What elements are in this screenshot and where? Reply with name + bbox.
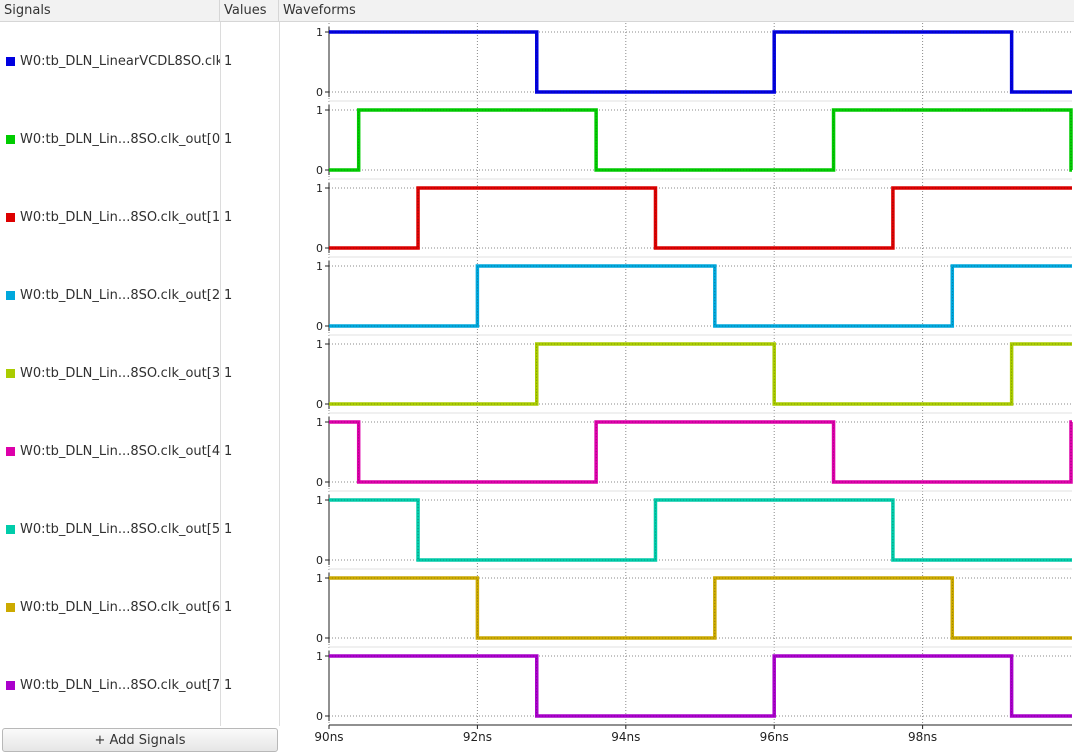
column-divider[interactable] xyxy=(279,22,280,726)
signal-color-swatch xyxy=(6,603,15,612)
waveform-trace-center xyxy=(329,109,1072,171)
y-tick-label-high: 1 xyxy=(316,494,323,507)
waveform-trace xyxy=(329,498,1072,562)
y-tick-label-high: 1 xyxy=(316,572,323,585)
signal-row[interactable]: W0:tb_DLN_Lin...8SO.clk_out[5 xyxy=(0,520,220,540)
waveform-trace-center xyxy=(329,343,1072,405)
y-tick-label-high: 1 xyxy=(316,104,323,117)
y-tick-label-high: 1 xyxy=(316,338,323,351)
waveform-trace xyxy=(329,342,1072,406)
signal-color-swatch xyxy=(6,213,15,222)
y-tick-label-low: 0 xyxy=(316,476,323,489)
signal-value: 1 xyxy=(224,288,233,303)
y-tick-label-low: 0 xyxy=(316,710,323,723)
waveform-trace-center xyxy=(329,655,1072,717)
y-tick-label-low: 0 xyxy=(316,398,323,411)
signals-column-header[interactable]: Signals xyxy=(0,0,220,22)
y-tick-label-high: 1 xyxy=(316,260,323,273)
column-divider[interactable] xyxy=(220,22,221,726)
x-tick-label: 92ns xyxy=(463,730,492,744)
waveform-trace-center xyxy=(329,577,1072,639)
signal-color-swatch xyxy=(6,291,15,300)
signal-name: W0:tb_DLN_Lin...8SO.clk_out[4 xyxy=(20,444,220,459)
y-tick-label-high: 1 xyxy=(316,182,323,195)
signal-value: 1 xyxy=(224,600,233,615)
y-tick-label-high: 1 xyxy=(316,26,323,39)
signal-color-swatch xyxy=(6,369,15,378)
waveform-trace-center xyxy=(329,421,1072,483)
waveform-trace-center xyxy=(329,265,1072,327)
y-tick-label-low: 0 xyxy=(316,554,323,567)
add-signals-button[interactable]: + Add Signals xyxy=(2,728,278,752)
waveform-trace-center xyxy=(329,499,1072,561)
waveform-trace xyxy=(329,186,1072,250)
x-tick-label: 94ns xyxy=(611,730,640,744)
waveform-trace xyxy=(329,108,1073,172)
waveform-trace xyxy=(329,654,1072,718)
x-tick-label: 96ns xyxy=(760,730,789,744)
signal-value: 1 xyxy=(224,132,233,147)
signal-row[interactable]: W0:tb_DLN_Lin...8SO.clk_out[1 xyxy=(0,208,220,228)
y-tick-label-low: 0 xyxy=(316,632,323,645)
y-tick-label-low: 0 xyxy=(316,86,323,99)
signal-row[interactable]: W0:tb_DLN_Lin...8SO.clk_out[7 xyxy=(0,676,220,696)
signal-color-swatch xyxy=(6,681,15,690)
signal-name: W0:tb_DLN_Lin...8SO.clk_out[2 xyxy=(20,288,220,303)
waveform-trace-center xyxy=(329,31,1072,93)
waveforms-column-header[interactable]: Waveforms xyxy=(279,0,1074,22)
signal-name: W0:tb_DLN_Lin...8SO.clk_out[1 xyxy=(20,210,220,225)
x-tick-label: 90ns xyxy=(314,730,343,744)
signal-row[interactable]: W0:tb_DLN_Lin...8SO.clk_out[2 xyxy=(0,286,220,306)
y-tick-label-low: 0 xyxy=(316,242,323,255)
signal-name: W0:tb_DLN_Lin...8SO.clk_out[7 xyxy=(20,678,220,693)
y-tick-label-high: 1 xyxy=(316,416,323,429)
waveform-trace xyxy=(329,576,1072,640)
signal-name: W0:tb_DLN_Lin...8SO.clk_out[6 xyxy=(20,600,220,615)
signal-name: W0:tb_DLN_LinearVCDL8SO.clk xyxy=(20,54,220,69)
signal-row[interactable]: W0:tb_DLN_Lin...8SO.clk_out[0 xyxy=(0,130,220,150)
signal-value: 1 xyxy=(224,366,233,381)
signal-color-swatch xyxy=(6,57,15,66)
y-tick-label-low: 0 xyxy=(316,164,323,177)
signal-value: 1 xyxy=(224,678,233,693)
y-tick-label-low: 0 xyxy=(316,320,323,333)
x-tick-label: 98ns xyxy=(908,730,937,744)
signal-row[interactable]: W0:tb_DLN_LinearVCDL8SO.clk xyxy=(0,52,220,72)
signal-name: W0:tb_DLN_Lin...8SO.clk_out[3 xyxy=(20,366,220,381)
signal-name: W0:tb_DLN_Lin...8SO.clk_out[0 xyxy=(20,132,220,147)
signal-row[interactable]: W0:tb_DLN_Lin...8SO.clk_out[3 xyxy=(0,364,220,384)
signal-color-swatch xyxy=(6,525,15,534)
y-tick-label-high: 1 xyxy=(316,650,323,663)
signal-row[interactable]: W0:tb_DLN_Lin...8SO.clk_out[4 xyxy=(0,442,220,462)
waveform-trace-center xyxy=(329,187,1072,249)
signal-value: 1 xyxy=(224,210,233,225)
waveform-trace xyxy=(329,420,1073,484)
waveform-trace xyxy=(329,264,1072,328)
signal-row[interactable]: W0:tb_DLN_Lin...8SO.clk_out[6 xyxy=(0,598,220,618)
signal-value: 1 xyxy=(224,444,233,459)
signal-color-swatch xyxy=(6,135,15,144)
signal-value: 1 xyxy=(224,54,233,69)
signal-name: W0:tb_DLN_Lin...8SO.clk_out[5 xyxy=(20,522,220,537)
values-column-header[interactable]: Values xyxy=(220,0,279,22)
waveform-trace xyxy=(329,30,1072,94)
signal-color-swatch xyxy=(6,447,15,456)
signal-value: 1 xyxy=(224,522,233,537)
